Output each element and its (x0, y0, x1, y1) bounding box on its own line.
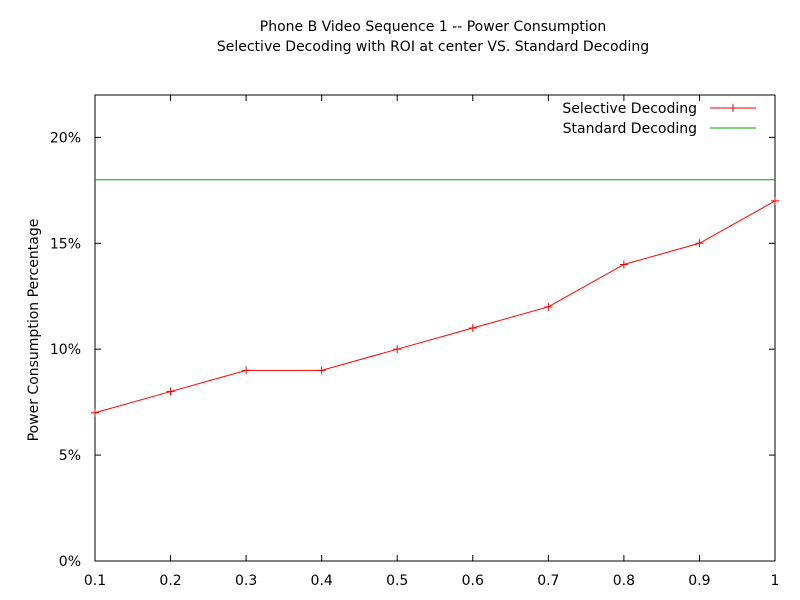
plot-series (91, 179, 779, 417)
y-axis: 0% 5% 10% 15% 20% (50, 130, 775, 570)
x-tick-label: 0.5 (386, 573, 408, 589)
selective-decoding-point (544, 302, 553, 311)
legend-label-selective-decoding: Selective Decoding (562, 101, 697, 117)
y-axis-label: Power Consumption Percentage (26, 219, 42, 442)
x-tick-label: 0.6 (462, 573, 484, 589)
y-tick-label: 10% (50, 342, 81, 358)
plot-frame (94, 94, 776, 562)
selective-decoding-point (317, 366, 326, 375)
selective-decoding-point (771, 196, 779, 205)
y-tick-label: 5% (59, 448, 81, 464)
y-tick-label: 15% (50, 236, 81, 252)
x-tick-label: 1 (771, 573, 780, 589)
selective-decoding-point (619, 260, 628, 269)
x-tick-label: 0.1 (84, 573, 106, 589)
selective-decoding-point (393, 345, 402, 354)
selective-decoding-point (695, 239, 704, 248)
legend: Selective Decoding Standard Decoding (562, 101, 756, 137)
selective-decoding-point (242, 366, 251, 375)
legend-marker-selective-decoding (729, 104, 737, 112)
chart-subtitle: Selective Decoding with ROI at center VS… (217, 39, 649, 55)
selective-decoding-point (166, 387, 175, 396)
chart-title: Phone B Video Sequence 1 -- Power Consum… (260, 19, 606, 35)
x-tick-label: 0.2 (159, 573, 181, 589)
x-tick-label: 0.4 (311, 573, 333, 589)
x-tick-label: 0.3 (235, 573, 257, 589)
y-tick-label: 0% (59, 554, 81, 570)
x-axis: 0.1 0.2 0.3 0.4 0.5 0.6 0.7 0.8 0.9 1 (84, 95, 780, 589)
selective-decoding-line (94, 200, 776, 414)
y-tick-label: 20% (50, 130, 81, 146)
selective-decoding-point (91, 408, 99, 417)
legend-label-standard-decoding: Standard Decoding (563, 121, 697, 137)
x-tick-label: 0.8 (613, 573, 635, 589)
selective-decoding-point (468, 324, 477, 332)
x-tick-label: 0.7 (537, 573, 559, 589)
x-tick-label: 0.9 (688, 573, 710, 589)
